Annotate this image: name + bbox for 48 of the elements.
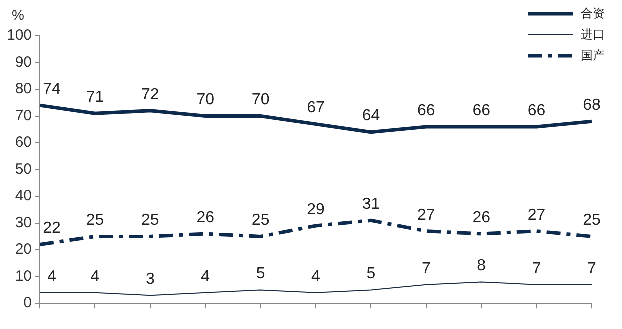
y-tick-label: 20 xyxy=(15,241,32,258)
legend-label: 合资 xyxy=(581,6,605,20)
data-label: 26 xyxy=(472,209,491,226)
data-label: 67 xyxy=(307,100,326,117)
data-label: 25 xyxy=(86,212,104,230)
y-tick-label: 10 xyxy=(15,268,32,285)
data-label: 8 xyxy=(477,258,486,275)
y-tick-label: 80 xyxy=(15,80,32,98)
data-label: 26 xyxy=(196,209,215,226)
y-tick-label: 70 xyxy=(15,107,32,124)
data-label: 66 xyxy=(528,102,546,120)
data-label: 25 xyxy=(142,212,160,230)
data-label: 4 xyxy=(90,268,100,286)
data-label: 66 xyxy=(418,102,436,120)
data-label: 70 xyxy=(196,92,215,109)
legend-label: 进口 xyxy=(581,27,605,42)
data-label: 31 xyxy=(362,196,380,214)
data-label: 4 xyxy=(312,268,321,286)
data-label: 27 xyxy=(528,206,546,224)
data-label: 25 xyxy=(583,212,601,230)
data-label: 64 xyxy=(362,108,380,125)
data-label: 70 xyxy=(252,92,270,109)
y-tick-label: 40 xyxy=(15,188,32,205)
data-label: 25 xyxy=(252,212,270,230)
y-tick-label: 100 xyxy=(6,27,32,44)
y-tick-label: 60 xyxy=(15,134,32,152)
data-label: 71 xyxy=(86,89,104,106)
y-tick-label: 30 xyxy=(15,214,32,232)
data-label: 7 xyxy=(588,260,597,278)
data-label: 74 xyxy=(43,80,62,98)
data-label: 68 xyxy=(583,97,601,114)
data-label: 29 xyxy=(307,201,326,218)
y-tick-label: 0 xyxy=(24,294,32,312)
data-label: 4 xyxy=(48,268,57,286)
data-label: 3 xyxy=(146,270,155,288)
data-label: 27 xyxy=(418,206,436,224)
y-axis-title: % xyxy=(12,6,24,23)
data-label: 7 xyxy=(422,260,431,278)
data-label: 5 xyxy=(366,266,376,283)
data-label: 72 xyxy=(142,86,160,104)
data-label: 22 xyxy=(43,220,62,238)
data-label: 66 xyxy=(472,102,491,120)
legend-label: 国产 xyxy=(581,48,605,62)
y-tick-label: 50 xyxy=(15,160,32,178)
data-label: 5 xyxy=(256,266,266,283)
data-label: 4 xyxy=(201,268,210,286)
y-tick-label: 90 xyxy=(15,54,32,71)
data-label: 7 xyxy=(532,260,542,278)
